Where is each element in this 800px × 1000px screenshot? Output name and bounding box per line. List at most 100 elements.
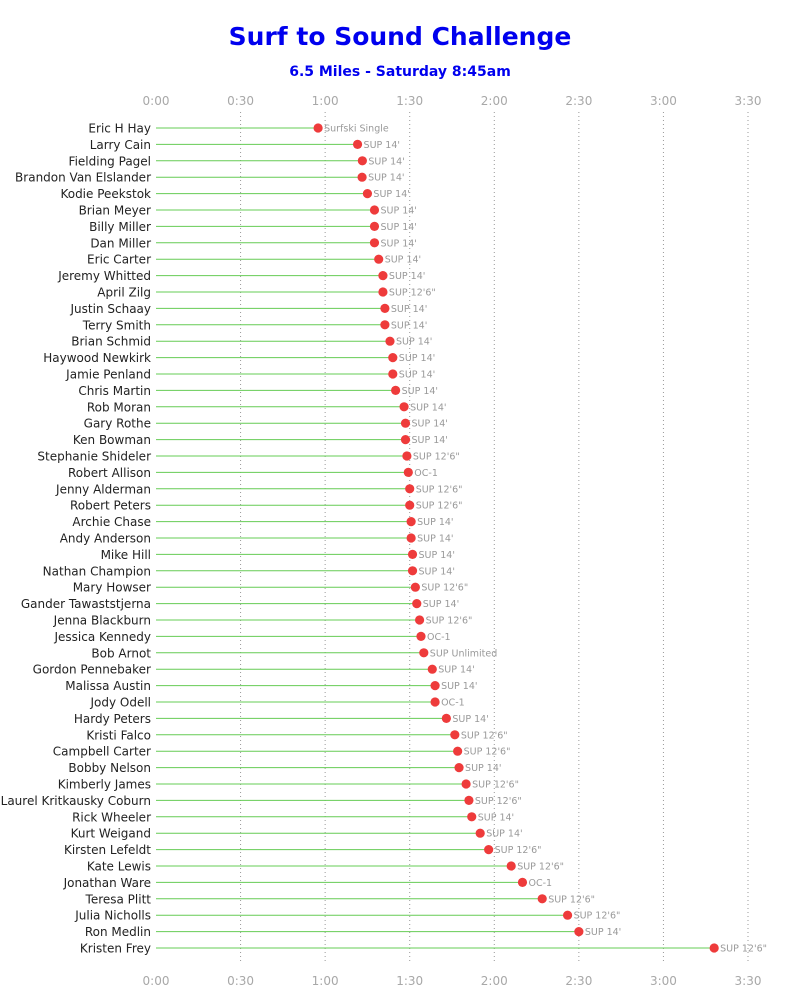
y-category-label: Bob Arnot	[91, 646, 151, 660]
data-point	[406, 533, 416, 543]
y-category-label: Jody Odell	[89, 696, 151, 710]
y-category-label: Rick Wheeler	[72, 810, 151, 824]
y-category-label: Jenny Alderman	[55, 482, 151, 496]
point-class-label: SUP 14'	[399, 353, 435, 364]
point-class-label: SUP 14'	[373, 189, 409, 200]
y-category-label: Jamie Penland	[65, 368, 151, 382]
point-class-label: SUP 14'	[368, 173, 404, 184]
point-class-label: SUP 14'	[417, 534, 453, 545]
point-class-label: SUP 12'6"	[413, 452, 460, 463]
data-point	[517, 877, 528, 888]
point-class-label: SUP 12'6"	[464, 747, 511, 758]
point-class-label: OC-1	[414, 468, 438, 479]
data-point	[400, 435, 411, 445]
data-point	[407, 549, 418, 560]
point-class-label: SUP 14'	[380, 238, 416, 249]
data-point	[385, 336, 395, 346]
point-class-label: SUP 12'6"	[389, 288, 436, 299]
y-category-label: Julia Nicholls	[74, 909, 151, 923]
point-class-label: SUP 12'6"	[495, 845, 542, 856]
y-category-label: Eric Carter	[87, 253, 151, 267]
y-category-label: Larry Cain	[90, 138, 151, 152]
point-class-label: SUP 12'6"	[517, 862, 564, 873]
data-point	[537, 894, 547, 904]
y-category-label: Stephanie Shideler	[37, 450, 151, 464]
x-tick-label-bottom: 1:00	[312, 974, 339, 988]
x-tick-label-top: 2:30	[565, 94, 592, 108]
x-tick-label-top: 0:00	[143, 94, 170, 108]
y-category-label: Chris Martin	[78, 384, 151, 398]
y-category-label: Bobby Nelson	[68, 761, 151, 775]
point-class-label: SUP 14'	[419, 566, 455, 577]
y-category-label: Brian Meyer	[79, 204, 151, 218]
data-point	[430, 681, 440, 691]
data-point	[362, 189, 373, 199]
y-category-label: Jeremy Whitted	[57, 269, 151, 283]
data-point	[410, 582, 420, 592]
y-category-label: Dan Miller	[90, 236, 151, 250]
point-class-label: SUP 14'	[402, 386, 438, 397]
x-tick-label-bottom: 0:30	[227, 974, 254, 988]
y-category-label: Billy Miller	[89, 220, 151, 234]
data-point	[378, 287, 388, 297]
data-point	[403, 467, 413, 477]
data-point	[380, 320, 390, 330]
y-category-label: Robert Peters	[70, 499, 151, 513]
data-point	[407, 566, 418, 576]
data-point	[419, 648, 429, 658]
point-class-label: OC-1	[441, 698, 465, 709]
data-point	[369, 221, 380, 231]
point-class-label: SUP 14'	[478, 812, 514, 823]
point-class-label: Surfski Single	[324, 124, 389, 135]
point-class-label: SUP 14'	[417, 517, 453, 528]
data-point	[402, 451, 412, 461]
point-class-label: SUP 14'	[389, 271, 425, 282]
y-category-label: Gordon Pennebaker	[33, 663, 151, 677]
y-category-label: Kurt Weigand	[71, 827, 151, 841]
data-point	[369, 238, 380, 248]
x-tick-label-top: 1:00	[312, 94, 339, 108]
chart-title: Surf to Sound Challenge	[228, 22, 572, 51]
y-category-label: Mary Howser	[73, 581, 151, 595]
point-class-label: SUP 12'6"	[472, 780, 519, 791]
data-point	[405, 500, 415, 510]
y-category-label: Kristen Frey	[80, 942, 151, 956]
y-category-label: Kodie Peekstok	[60, 187, 151, 201]
y-category-label: Teresa Plitt	[85, 892, 152, 906]
point-class-label: SUP 14'	[391, 304, 427, 315]
data-point	[453, 746, 463, 756]
data-point	[378, 271, 388, 281]
y-category-label: Kirsten Lefeldt	[64, 843, 151, 857]
point-class-label: SUP 12'6"	[416, 484, 463, 495]
point-class-label: SUP 14'	[391, 320, 427, 331]
x-tick-label-bottom: 3:00	[650, 974, 677, 988]
y-category-label: Kristi Falco	[86, 728, 151, 742]
point-class-label: OC-1	[427, 632, 451, 643]
point-class-label: SUP 14'	[368, 156, 404, 167]
y-category-label: Malissa Austin	[65, 679, 151, 693]
point-class-label: SUP 14'	[441, 681, 477, 692]
point-class-label: SUP 14'	[410, 402, 446, 413]
point-class-label: SUP 14'	[438, 665, 474, 676]
data-point	[391, 385, 401, 395]
data-point	[412, 599, 422, 609]
y-category-label: Andy Anderson	[60, 532, 151, 546]
point-class-label: SUP 14'	[419, 550, 455, 561]
y-category-label: Gander Tawaststjerna	[21, 597, 151, 611]
data-point	[467, 812, 477, 822]
chart-subtitle: 6.5 Miles - Saturday 8:45am	[289, 64, 511, 80]
x-tick-label-bottom: 2:00	[481, 974, 508, 988]
x-tick-label-top: 2:00	[481, 94, 508, 108]
point-class-label: SUP 14'	[385, 255, 421, 266]
y-category-label: Terry Smith	[82, 318, 151, 332]
data-point	[461, 779, 471, 789]
x-tick-label-top: 0:30	[227, 94, 254, 108]
data-point	[406, 517, 416, 527]
data-point	[475, 828, 485, 838]
point-class-label: SUP 14'	[486, 829, 522, 840]
y-category-label: Ken Bowman	[73, 433, 151, 447]
data-point	[464, 795, 474, 806]
data-point	[388, 353, 398, 363]
point-class-label: SUP 14'	[585, 927, 621, 938]
